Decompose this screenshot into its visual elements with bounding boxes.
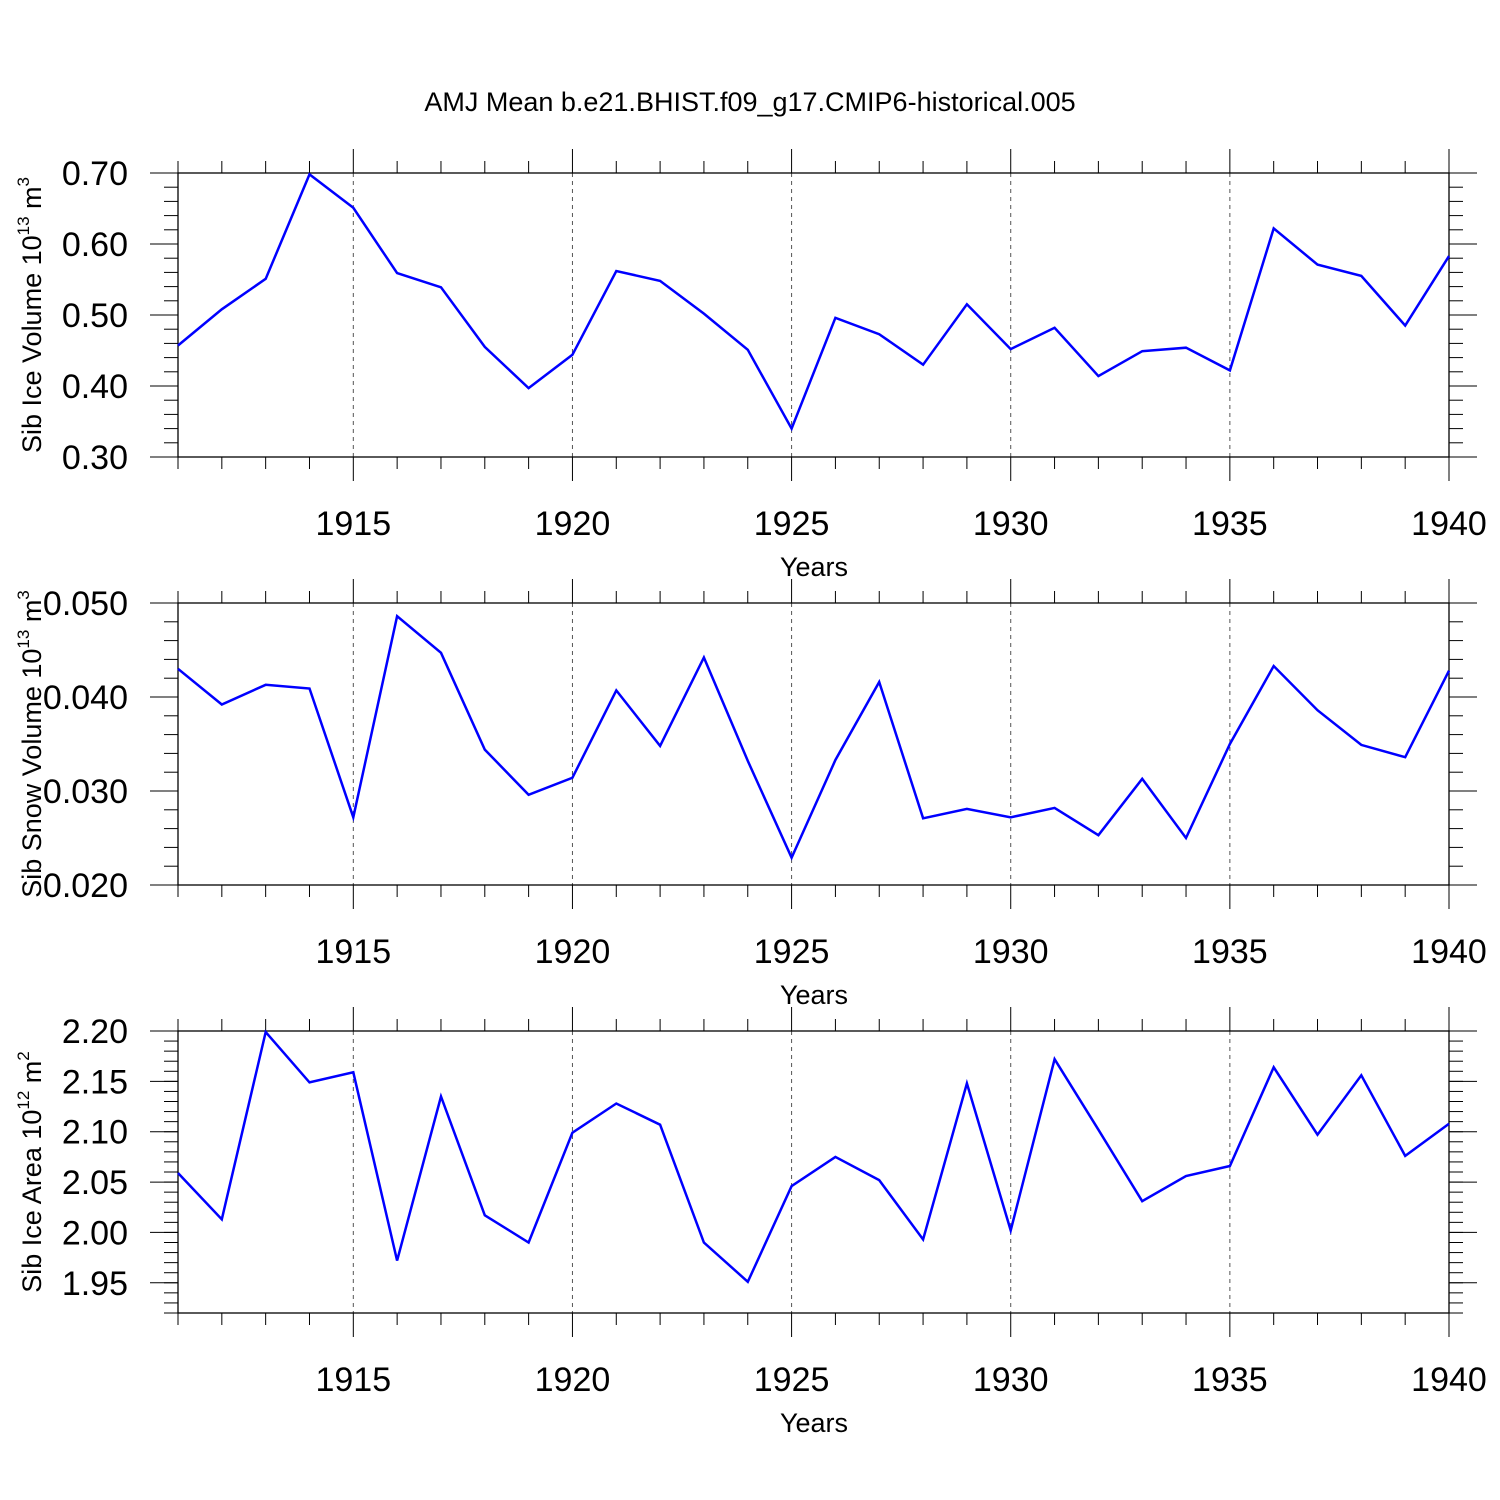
series-line [177,613,1451,861]
y-tick-label: 0.60 [62,226,128,264]
x-axis-title: Years [780,552,848,582]
panels: 0.30 0.40 0.50 0.60 0.70 1915 1920 1925 1930 1935… [14,149,1487,1438]
x-tick-label: 1915 [315,933,391,971]
x-tick-label: 1920 [535,1361,611,1399]
y-axis-title-exponent: 13 [14,630,33,649]
x-tick-label: 1925 [754,933,830,971]
y-axis-title-exponent: 13 [14,216,33,235]
x-tick-label: 1935 [1192,505,1268,543]
y-axis-title: Sib Snow Volume 1013 m3 [14,590,47,898]
y-tick-label: 0.70 [62,155,128,193]
y-axis-title-unit-exponent: 3 [14,590,33,599]
x-tick-label: 1920 [535,505,611,543]
x-tick-label: 1940 [1411,1361,1487,1399]
x-tick-label: 1940 [1411,933,1487,971]
panel-3: 1.95 2.00 2.05 2.10 2.15 2.20 1915 1920 1925 1930… [14,1007,1487,1438]
panel-1: 0.30 0.40 0.50 0.60 0.70 1915 1920 1925 1930 1935… [14,149,1487,582]
x-tick-label: 1915 [315,1361,391,1399]
chart-title: AMJ Mean b.e21.BHIST.f09_g17.CMIP6-histo… [424,87,1075,117]
y-tick-label: 2.10 [62,1114,128,1152]
x-tick-label: 1935 [1192,1361,1268,1399]
x-tick-label: 1925 [754,505,830,543]
y-axis-title-text: Sib Ice Area 10 [17,1110,47,1293]
y-axis-title-text: Sib Snow Volume 10 [17,649,47,898]
y-tick-label: 0.040 [43,679,128,717]
y-tick-label: 0.020 [43,867,128,905]
x-axis-title: Years [780,980,848,1010]
y-tick-label: 2.20 [62,1013,128,1051]
y-axis-title-text: Sib Ice Volume 10 [17,235,47,453]
y-axis-title-unit-exponent: 2 [14,1051,33,1060]
y-axis-title-exponent: 12 [14,1091,33,1110]
y-axis-title-unit: m [17,186,47,216]
y-tick-label: 0.30 [62,439,128,477]
y-tick-label: 0.40 [62,368,128,406]
y-tick-label: 1.95 [62,1265,128,1303]
x-tick-label: 1930 [973,505,1049,543]
plot-frame [177,602,1450,886]
y-axis-title-unit-exponent: 3 [14,177,33,186]
y-tick-label: 0.050 [43,585,128,623]
y-tick-label: 0.50 [62,297,128,335]
x-tick-label: 1925 [754,1361,830,1399]
series-line [177,172,1451,432]
series-line [177,1029,1450,1284]
y-axis-title-unit: m [17,600,47,630]
x-axis-title: Years [780,1408,848,1438]
y-axis-title: Sib Ice Volume 1013 m3 [14,177,47,453]
y-tick-label: 0.030 [43,773,128,811]
x-tick-label: 1920 [535,933,611,971]
y-axis-title-unit: m [17,1061,47,1091]
x-tick-label: 1935 [1192,933,1268,971]
x-tick-label: 1930 [973,933,1049,971]
y-tick-label: 2.15 [62,1063,128,1101]
y-tick-label: 2.05 [62,1164,128,1202]
x-tick-label: 1930 [973,1361,1049,1399]
x-tick-label: 1915 [315,505,391,543]
panel-2: 0.020 0.030 0.040 0.050 1915 1920 1925 1930 1935… [14,579,1487,1010]
x-tick-label: 1940 [1411,505,1487,543]
y-tick-label: 2.00 [62,1214,128,1252]
y-axis-title: Sib Ice Area 1012 m2 [14,1051,47,1293]
